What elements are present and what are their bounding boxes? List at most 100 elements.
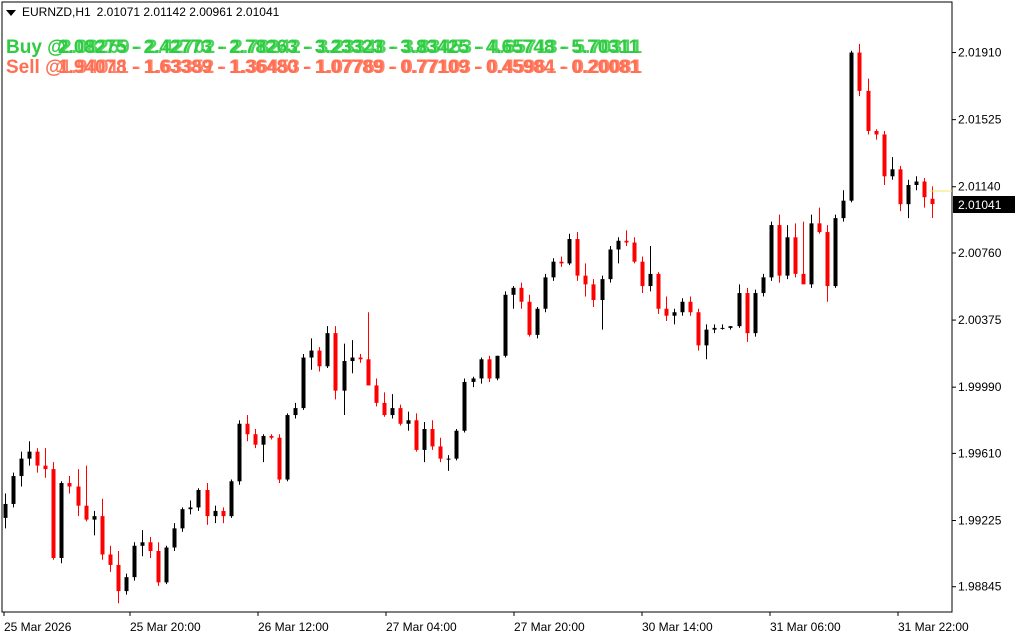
candle-body (664, 308, 669, 316)
candle-body (624, 240, 629, 243)
candle-body (890, 169, 895, 177)
candle-body (430, 429, 435, 447)
candle-body (285, 415, 290, 480)
candle-body (785, 237, 790, 276)
candle-51 (414, 413, 419, 452)
candle-body (116, 564, 121, 592)
dropdown-triangle-icon[interactable] (6, 9, 16, 16)
candle-17 (140, 530, 145, 557)
candle-body (583, 275, 588, 285)
candle-113 (914, 176, 919, 191)
candle-81 (656, 272, 661, 314)
candle-body (857, 52, 862, 91)
candle-7 (59, 481, 64, 564)
candle-15 (124, 573, 129, 595)
candle-25 (205, 483, 210, 525)
candle-body (761, 277, 766, 294)
candle-body (841, 200, 846, 219)
candle-body (487, 359, 492, 379)
candle-114 (922, 178, 927, 208)
candle-22 (180, 507, 185, 532)
candle-102 (825, 225, 830, 302)
candle-13 (108, 545, 113, 572)
y-tick-label: 2.01140 (958, 180, 1001, 194)
candle-body (712, 327, 717, 330)
candle-21 (172, 523, 177, 551)
candle-body (680, 301, 685, 313)
candle-body (817, 223, 822, 233)
candle-2 (19, 451, 24, 487)
candle-body (374, 385, 379, 403)
candle-107 (866, 78, 871, 135)
candle-101 (817, 207, 822, 234)
candle-80 (648, 246, 653, 292)
candle-47 (382, 392, 387, 417)
candle-24 (196, 488, 201, 511)
candle-body (27, 451, 32, 459)
candle-body (124, 577, 129, 592)
y-tick-label: 1.99225 (958, 514, 1002, 528)
y-tick-label: 2.00375 (958, 313, 1002, 327)
candle-body (801, 273, 806, 285)
candle-52 (422, 422, 427, 463)
candle-59 (479, 357, 484, 384)
candle-86 (696, 308, 701, 351)
candle-12 (100, 498, 105, 560)
candle-body (293, 408, 298, 416)
candle-body (922, 181, 927, 198)
candle-105 (849, 50, 854, 203)
candle-32 (261, 434, 266, 463)
candle-29 (237, 420, 242, 485)
candle-100 (809, 214, 814, 288)
candle-109 (882, 130, 887, 185)
candle-18 (148, 537, 153, 558)
candle-61 (495, 355, 500, 381)
candle-16 (132, 542, 137, 581)
candle-body (35, 451, 40, 466)
candle-38 (309, 338, 314, 370)
candle-body (172, 528, 177, 548)
candle-body (366, 359, 371, 386)
candle-body (745, 293, 750, 334)
candle-body (930, 198, 935, 204)
candle-body (422, 429, 427, 450)
candle-body (301, 357, 306, 409)
candle-3 (27, 441, 32, 466)
candle-40 (325, 326, 330, 368)
candle-body (632, 242, 637, 262)
candle-0 (3, 493, 8, 529)
candle-body (140, 542, 145, 546)
candle-20 (164, 545, 169, 585)
candle-84 (680, 298, 685, 316)
candle-92 (745, 287, 750, 342)
candle-30 (245, 415, 250, 442)
candle-39 (317, 347, 322, 372)
y-tick-label: 2.01910 (958, 46, 1002, 60)
candle-77 (624, 230, 629, 246)
candle-60 (487, 355, 492, 382)
candle-83 (672, 308, 677, 325)
candle-64 (519, 282, 524, 309)
candle-body (551, 261, 556, 278)
candle-body (358, 357, 363, 360)
candle-56 (454, 429, 459, 461)
candle-body (261, 435, 266, 445)
candle-28 (229, 479, 234, 518)
candle-body (591, 284, 596, 301)
candle-body (221, 510, 226, 517)
candle-body (616, 240, 621, 250)
candle-body (100, 516, 105, 555)
candle-66 (535, 307, 540, 339)
candle-body (882, 134, 887, 177)
candle-body (325, 333, 330, 367)
candle-67 (543, 273, 548, 313)
candle-79 (640, 256, 645, 294)
candle-body (833, 218, 838, 287)
candle-body (543, 277, 548, 309)
candle-9 (76, 469, 81, 517)
candle-96 (777, 214, 782, 283)
candle-49 (398, 404, 403, 426)
candle-body (67, 483, 72, 487)
candle-body (906, 185, 911, 205)
candle-99 (801, 221, 806, 285)
